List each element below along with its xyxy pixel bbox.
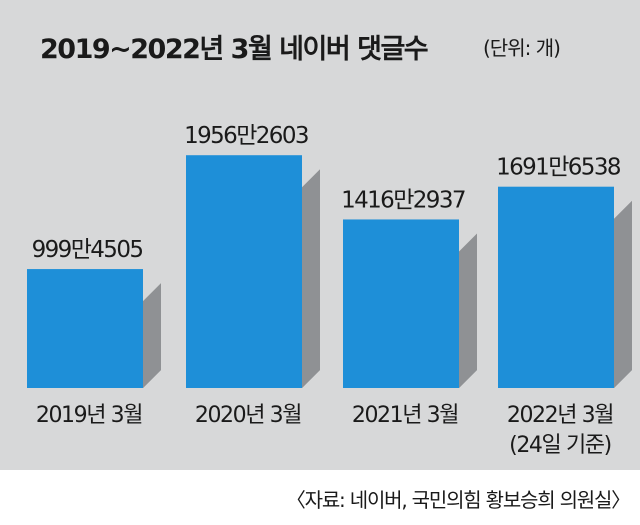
category-note: (24일 기준) — [509, 433, 611, 458]
bar-shadow — [302, 169, 320, 388]
bar — [498, 186, 614, 388]
bar-shadow — [459, 233, 477, 388]
value-label: 1691만6538 — [496, 155, 621, 181]
value-label: 999만4505 — [32, 237, 143, 263]
category-label: 2022년 3월 — [507, 403, 613, 428]
bar-shadow — [143, 283, 161, 388]
bar-shadow — [614, 200, 632, 388]
unit-label: (단위: 개) — [483, 36, 560, 60]
bars-layer — [27, 155, 632, 388]
value-label: 1416만2937 — [341, 187, 465, 213]
category-label: 2020년 3월 — [195, 403, 301, 428]
bar — [27, 269, 143, 388]
value-label: 1956만2603 — [184, 123, 308, 149]
bar — [343, 219, 459, 388]
source-note: 〈자료: 네이버, 국민의힘 황보승희 의원실〉 — [286, 488, 630, 512]
category-label: 2019년 3월 — [36, 403, 142, 428]
chart-title: 2019~2022년 3월 네이버 댓글수 — [40, 34, 428, 65]
bar — [186, 155, 302, 388]
labels-layer: 999만4505 2019년 3월 1956만2603 2020년 3월 1416만29… — [32, 123, 623, 458]
category-label: 2021년 3월 — [352, 403, 458, 428]
